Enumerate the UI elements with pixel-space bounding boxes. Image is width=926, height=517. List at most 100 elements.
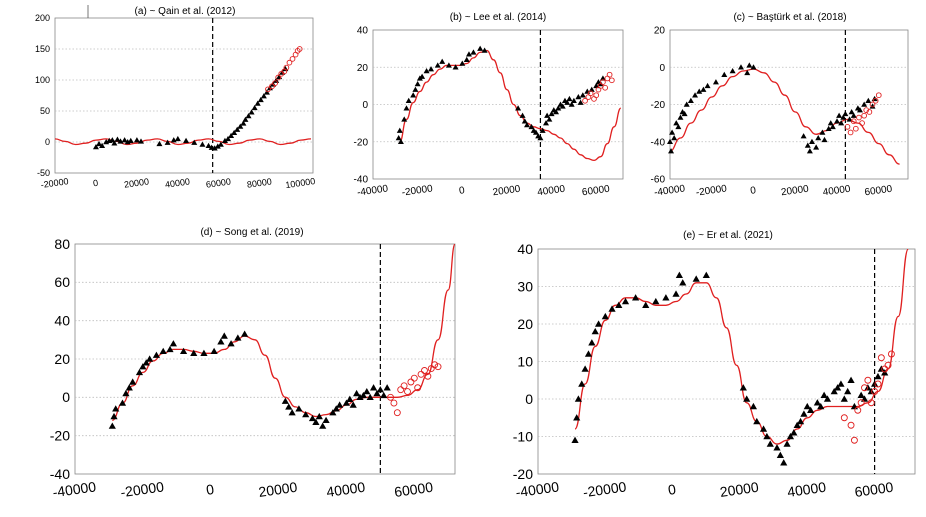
x-tick-label: 0 [205, 481, 215, 498]
triangle-point [110, 412, 118, 420]
circle-point [854, 406, 862, 414]
circle-point [289, 56, 296, 62]
triangle-point [642, 301, 650, 308]
triangle-point [662, 294, 670, 301]
y-tick-label: 100 [35, 75, 50, 85]
triangle-point [380, 391, 388, 399]
chart-panel-2: -40 -20 0 20 40 -40000 -20000 0 20000 40000 60000 (… [354, 12, 624, 199]
triangle-point [546, 116, 553, 122]
triangle-point [815, 135, 822, 141]
triangle-point [156, 140, 163, 147]
triangle-point [114, 136, 121, 142]
triangle-point [683, 101, 690, 107]
triangle-point [739, 384, 747, 391]
triangle-point [821, 136, 828, 143]
triangle-point [652, 297, 660, 305]
triangle-point [245, 112, 252, 119]
y-tick-label: -20 [651, 100, 666, 111]
circle-point [393, 409, 401, 417]
x-tick-label: 60000 [393, 479, 434, 500]
x-tick-label: 40000 [786, 479, 827, 500]
triangle-point [819, 129, 826, 135]
y-tick-label: 0 [525, 391, 533, 407]
triangle-point [807, 406, 815, 413]
x-tick-label: 60000 [581, 184, 611, 199]
triangle-point [127, 137, 134, 144]
circle-point [275, 74, 282, 81]
triangle-point [217, 141, 224, 147]
y-tick-label: 40 [357, 26, 369, 37]
triangle-point [217, 338, 225, 345]
circle-point [404, 388, 411, 396]
triangle-point [519, 112, 526, 118]
triangle-point [544, 112, 551, 118]
x-tick-label: 20000 [780, 184, 810, 199]
circle-point [410, 374, 418, 382]
triangle-point [312, 418, 320, 425]
triangle-point [696, 88, 703, 94]
triangle-point [840, 114, 847, 120]
y-tick-label: -10 [513, 428, 533, 444]
triangle-point [834, 118, 841, 124]
x-tick-label: 0 [750, 185, 757, 197]
y-tick-label: -40 [651, 137, 666, 148]
circle-point [856, 114, 862, 121]
x-tick-label: 20000 [257, 479, 298, 500]
triangle-point [99, 142, 106, 148]
y-tick-label: 0 [659, 63, 665, 74]
y-tick-label: 80 [54, 236, 70, 252]
triangle-point [470, 49, 477, 55]
circle-point [414, 384, 422, 392]
triangle-point [679, 279, 687, 286]
circle-point [844, 123, 851, 130]
triangle-point [780, 459, 788, 466]
triangle-point [135, 368, 144, 376]
triangle-point [599, 75, 606, 81]
chart-title: (b) ~ Lee et al. (2014) [450, 12, 546, 23]
circle-point [861, 112, 868, 119]
chart-title: (e) ~ Er et al. (2021) [683, 230, 773, 241]
triangle-point [848, 108, 855, 115]
circle-point [864, 376, 872, 384]
triangle-point [445, 62, 452, 68]
x-tick-label: 20000 [123, 176, 149, 189]
triangle-point [813, 144, 820, 150]
triangle-point [555, 105, 562, 111]
x-tick-label: -20000 [119, 478, 165, 500]
y-tick-label: 200 [35, 13, 50, 23]
triangle-point [308, 414, 317, 422]
triangle-point [139, 363, 147, 370]
circle-point [872, 97, 879, 104]
triangle-point [856, 107, 863, 113]
triangle-point [138, 138, 144, 144]
triangle-point [363, 387, 371, 395]
fit-curve [399, 49, 622, 162]
x-tick-label: 60000 [854, 479, 895, 500]
triangle-point [844, 387, 852, 395]
circle-point [884, 361, 892, 369]
triangle-point [257, 96, 264, 103]
triangle-point [395, 135, 402, 141]
triangle-point [463, 56, 470, 63]
triangle-point [397, 138, 404, 144]
y-tick-label: -20 [50, 428, 70, 444]
circle-point [877, 354, 885, 362]
triangle-point [857, 391, 865, 398]
y-tick-label: 40 [54, 313, 70, 329]
triangle-point [214, 143, 221, 149]
triangle-point [532, 129, 539, 135]
triangle-point [681, 110, 688, 117]
circle-point [283, 64, 290, 71]
y-tick-label: 60 [54, 274, 70, 290]
triangle-point [702, 271, 710, 278]
triangle-point [225, 135, 232, 142]
y-tick-label: -20 [513, 466, 533, 482]
fit-curve [55, 138, 312, 146]
x-tick-label: -20000 [40, 176, 69, 190]
y-tick-label: 20 [54, 351, 70, 367]
triangle-point [692, 275, 700, 282]
triangle-point [281, 397, 289, 404]
triangle-point [766, 440, 774, 447]
triangle-point [405, 97, 412, 104]
